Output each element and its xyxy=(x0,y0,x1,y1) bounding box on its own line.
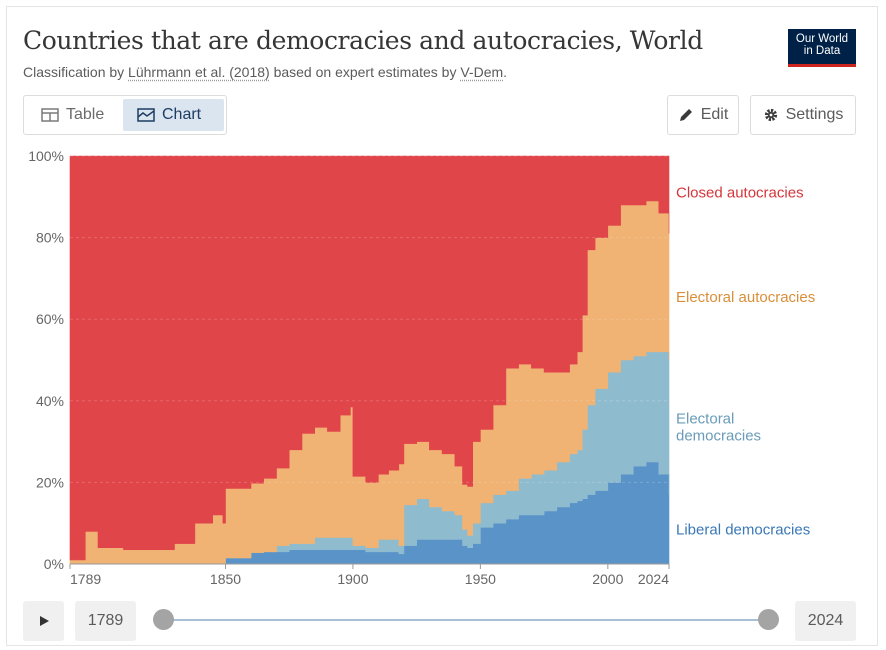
y-tick-label: 0% xyxy=(44,556,64,572)
y-tick-label: 20% xyxy=(36,474,64,490)
y-tick-label: 100% xyxy=(28,148,64,164)
chart-subtitle: Classification by Lührmann et al. (2018)… xyxy=(23,64,507,80)
gear-icon xyxy=(764,108,777,122)
pencil-icon xyxy=(679,109,692,121)
x-tick-label: 2024 xyxy=(638,571,669,587)
edit-button-label: Edit xyxy=(700,106,729,123)
tab-table[interactable]: Table xyxy=(27,99,123,131)
subtitle-suffix: . xyxy=(503,64,508,80)
tab-chart-label: Chart xyxy=(162,106,202,123)
logo-line-2: in Data xyxy=(803,45,841,57)
timeline-start-handle[interactable] xyxy=(153,609,174,630)
subtitle-prefix: Classification by xyxy=(23,64,129,80)
series-label-closed-autocracies[interactable]: Closed autocracies xyxy=(676,185,804,202)
series-label-electoral-democracies[interactable]: Electoral xyxy=(676,410,734,427)
logo-line-1: Our World xyxy=(795,33,849,45)
source-link-vdem[interactable]: V-Dem xyxy=(460,64,504,80)
series-label-electoral-autocracies[interactable]: Electoral autocracies xyxy=(676,289,815,306)
chart-title: Countries that are democracies and autoc… xyxy=(23,26,703,55)
play-button[interactable] xyxy=(23,601,64,641)
stacked-area-chart: 0% 20% 40% 60% 80% 100% 1789 1850 1900 1950 2000 2… xyxy=(28,148,815,587)
timeline-track[interactable] xyxy=(163,619,769,621)
series-label-electoral-democracies[interactable]: democracies xyxy=(676,427,761,444)
table-icon xyxy=(41,108,59,122)
x-tick-label: 1950 xyxy=(465,571,496,587)
chart-icon xyxy=(137,108,155,122)
x-tick-label: 1789 xyxy=(70,571,101,587)
settings-button-label: Settings xyxy=(785,106,844,123)
edit-button[interactable]: Edit xyxy=(667,95,739,135)
x-tick-label: 1900 xyxy=(337,571,368,587)
tab-chart[interactable]: Chart xyxy=(123,99,224,131)
y-tick-label: 60% xyxy=(36,311,64,327)
tab-table-label: Table xyxy=(66,106,105,123)
view-tabs: Table Chart xyxy=(23,95,227,135)
play-icon xyxy=(39,616,49,626)
series-label-liberal-democracies[interactable]: Liberal democracies xyxy=(676,521,810,538)
settings-button[interactable]: Settings xyxy=(750,95,856,135)
x-tick-label: 2000 xyxy=(592,571,623,587)
y-tick-label: 40% xyxy=(36,393,64,409)
timeline-start-year[interactable]: 1789 xyxy=(75,601,136,641)
timeline-end-year[interactable]: 2024 xyxy=(795,601,856,641)
y-tick-label: 80% xyxy=(36,230,64,246)
source-link-luhrmann[interactable]: Lührmann et al. (2018) xyxy=(128,64,270,80)
timeline-end-handle[interactable] xyxy=(758,609,779,630)
subtitle-middle: based on expert estimates by xyxy=(269,64,461,80)
x-tick-label: 1850 xyxy=(210,571,241,587)
area-closed-autocracies[interactable] xyxy=(69,155,670,561)
owid-logo[interactable]: Our World in Data xyxy=(788,29,856,67)
chart-frame xyxy=(6,6,878,646)
